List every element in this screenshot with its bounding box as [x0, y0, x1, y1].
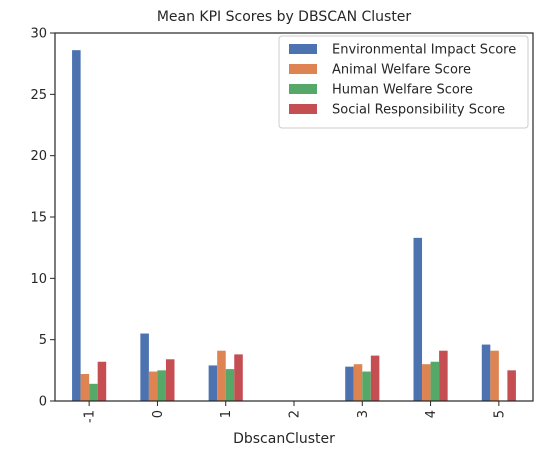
bar: [234, 354, 243, 401]
y-axis: 0 5 10 15 20 25 30: [30, 27, 55, 410]
bar: [422, 364, 431, 401]
x-tick-label: 4: [424, 410, 439, 418]
bar: [439, 350, 448, 401]
legend-swatch: [289, 44, 317, 54]
bar: [157, 370, 166, 401]
plot-area: [72, 50, 516, 401]
legend-swatch: [289, 84, 317, 94]
y-tick-label: 10: [30, 272, 47, 287]
legend-label: Human Welfare Score: [332, 83, 473, 98]
chart-title: Mean KPI Scores by DBSCAN Cluster: [157, 9, 412, 25]
y-tick-label: 5: [39, 333, 47, 348]
bar: [430, 361, 440, 401]
bar: [148, 371, 158, 401]
y-tick-label: 30: [30, 27, 47, 42]
x-tick-label: 0: [151, 410, 166, 418]
bar: [362, 371, 371, 401]
legend-label: Social Responsibility Score: [332, 103, 505, 118]
legend-swatch: [289, 64, 317, 74]
y-tick-label: 15: [30, 211, 47, 226]
legend-label: Animal Welfare Score: [332, 63, 471, 78]
bar: [72, 50, 81, 401]
bar: [507, 370, 516, 401]
bar: [481, 344, 491, 401]
bar: [97, 361, 107, 401]
bar: [140, 333, 149, 401]
bar: [217, 350, 226, 401]
bar: [490, 350, 499, 401]
x-axis-label: DbscanCluster: [233, 431, 335, 447]
legend: Environmental Impact Score Animal Welfare…: [278, 35, 529, 129]
bar: [80, 374, 90, 401]
legend-box: [278, 35, 529, 129]
y-tick-label: 0: [39, 395, 47, 410]
bar: [353, 364, 363, 401]
x-tick-label: -1: [83, 410, 98, 423]
y-tick-label: 20: [30, 149, 47, 164]
y-tick-label: 25: [30, 88, 47, 103]
bar: [208, 365, 218, 401]
bar: [89, 383, 98, 401]
x-axis: -1 0 1 2 3 4 5: [83, 401, 507, 423]
bar: [413, 237, 423, 401]
x-tick-label: 2: [288, 410, 303, 418]
bar: [370, 355, 380, 401]
bar: [345, 366, 354, 401]
x-tick-label: 1: [219, 410, 234, 418]
legend-label: Environmental Impact Score: [332, 43, 516, 58]
bar: [165, 359, 175, 401]
x-tick-label: 3: [356, 410, 371, 418]
legend-swatch: [289, 104, 317, 114]
x-tick-label: 5: [492, 410, 507, 418]
bar: [225, 369, 235, 401]
